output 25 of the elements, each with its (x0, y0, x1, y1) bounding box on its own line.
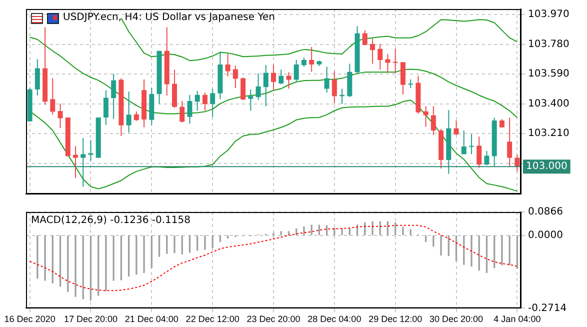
x-tick-label: 23 Dec 20:00 (246, 314, 300, 324)
x-tick-label: 30 Dec 20:00 (429, 314, 484, 324)
candlestick (80, 138, 86, 187)
y-tick-label: 0.0000 (528, 230, 563, 241)
ref-line-label: 103.000 (526, 161, 568, 172)
y-tick-label: 103.590 (528, 68, 570, 80)
line-series (29, 224, 518, 292)
x-tick-label: 22 Dec 12:00 (186, 314, 240, 324)
x-tick-label: 4 Jan 04:00 (494, 314, 541, 324)
y-tick-label: 103.970 (528, 9, 570, 20)
x-tick-label: 17 Dec 20:00 (64, 314, 118, 324)
candlestick (88, 140, 94, 161)
candlestick (469, 134, 474, 154)
y-tick-label: -0.2714 (528, 302, 567, 314)
y-tick-label: 0.0866 (528, 206, 563, 218)
candlestick (392, 48, 398, 74)
x-tick-label: 29 Dec 12:00 (368, 314, 422, 324)
y-tick-label: 103.400 (528, 98, 570, 110)
y-tick-label: 103.210 (528, 128, 570, 140)
x-tick-label: 21 Dec 04:00 (124, 314, 178, 324)
chart-title: MACD(12,26,9) -0.1236 -0.1158 (31, 215, 191, 227)
x-tick-label: 16 Dec 2020 (4, 314, 56, 324)
x-tick-label: 28 Dec 04:00 (308, 314, 362, 324)
chart-title: USDJPY.ecn, H4: US Dollar vs Japanese Yen (63, 12, 275, 24)
y-tick-label: 103.780 (528, 38, 570, 50)
